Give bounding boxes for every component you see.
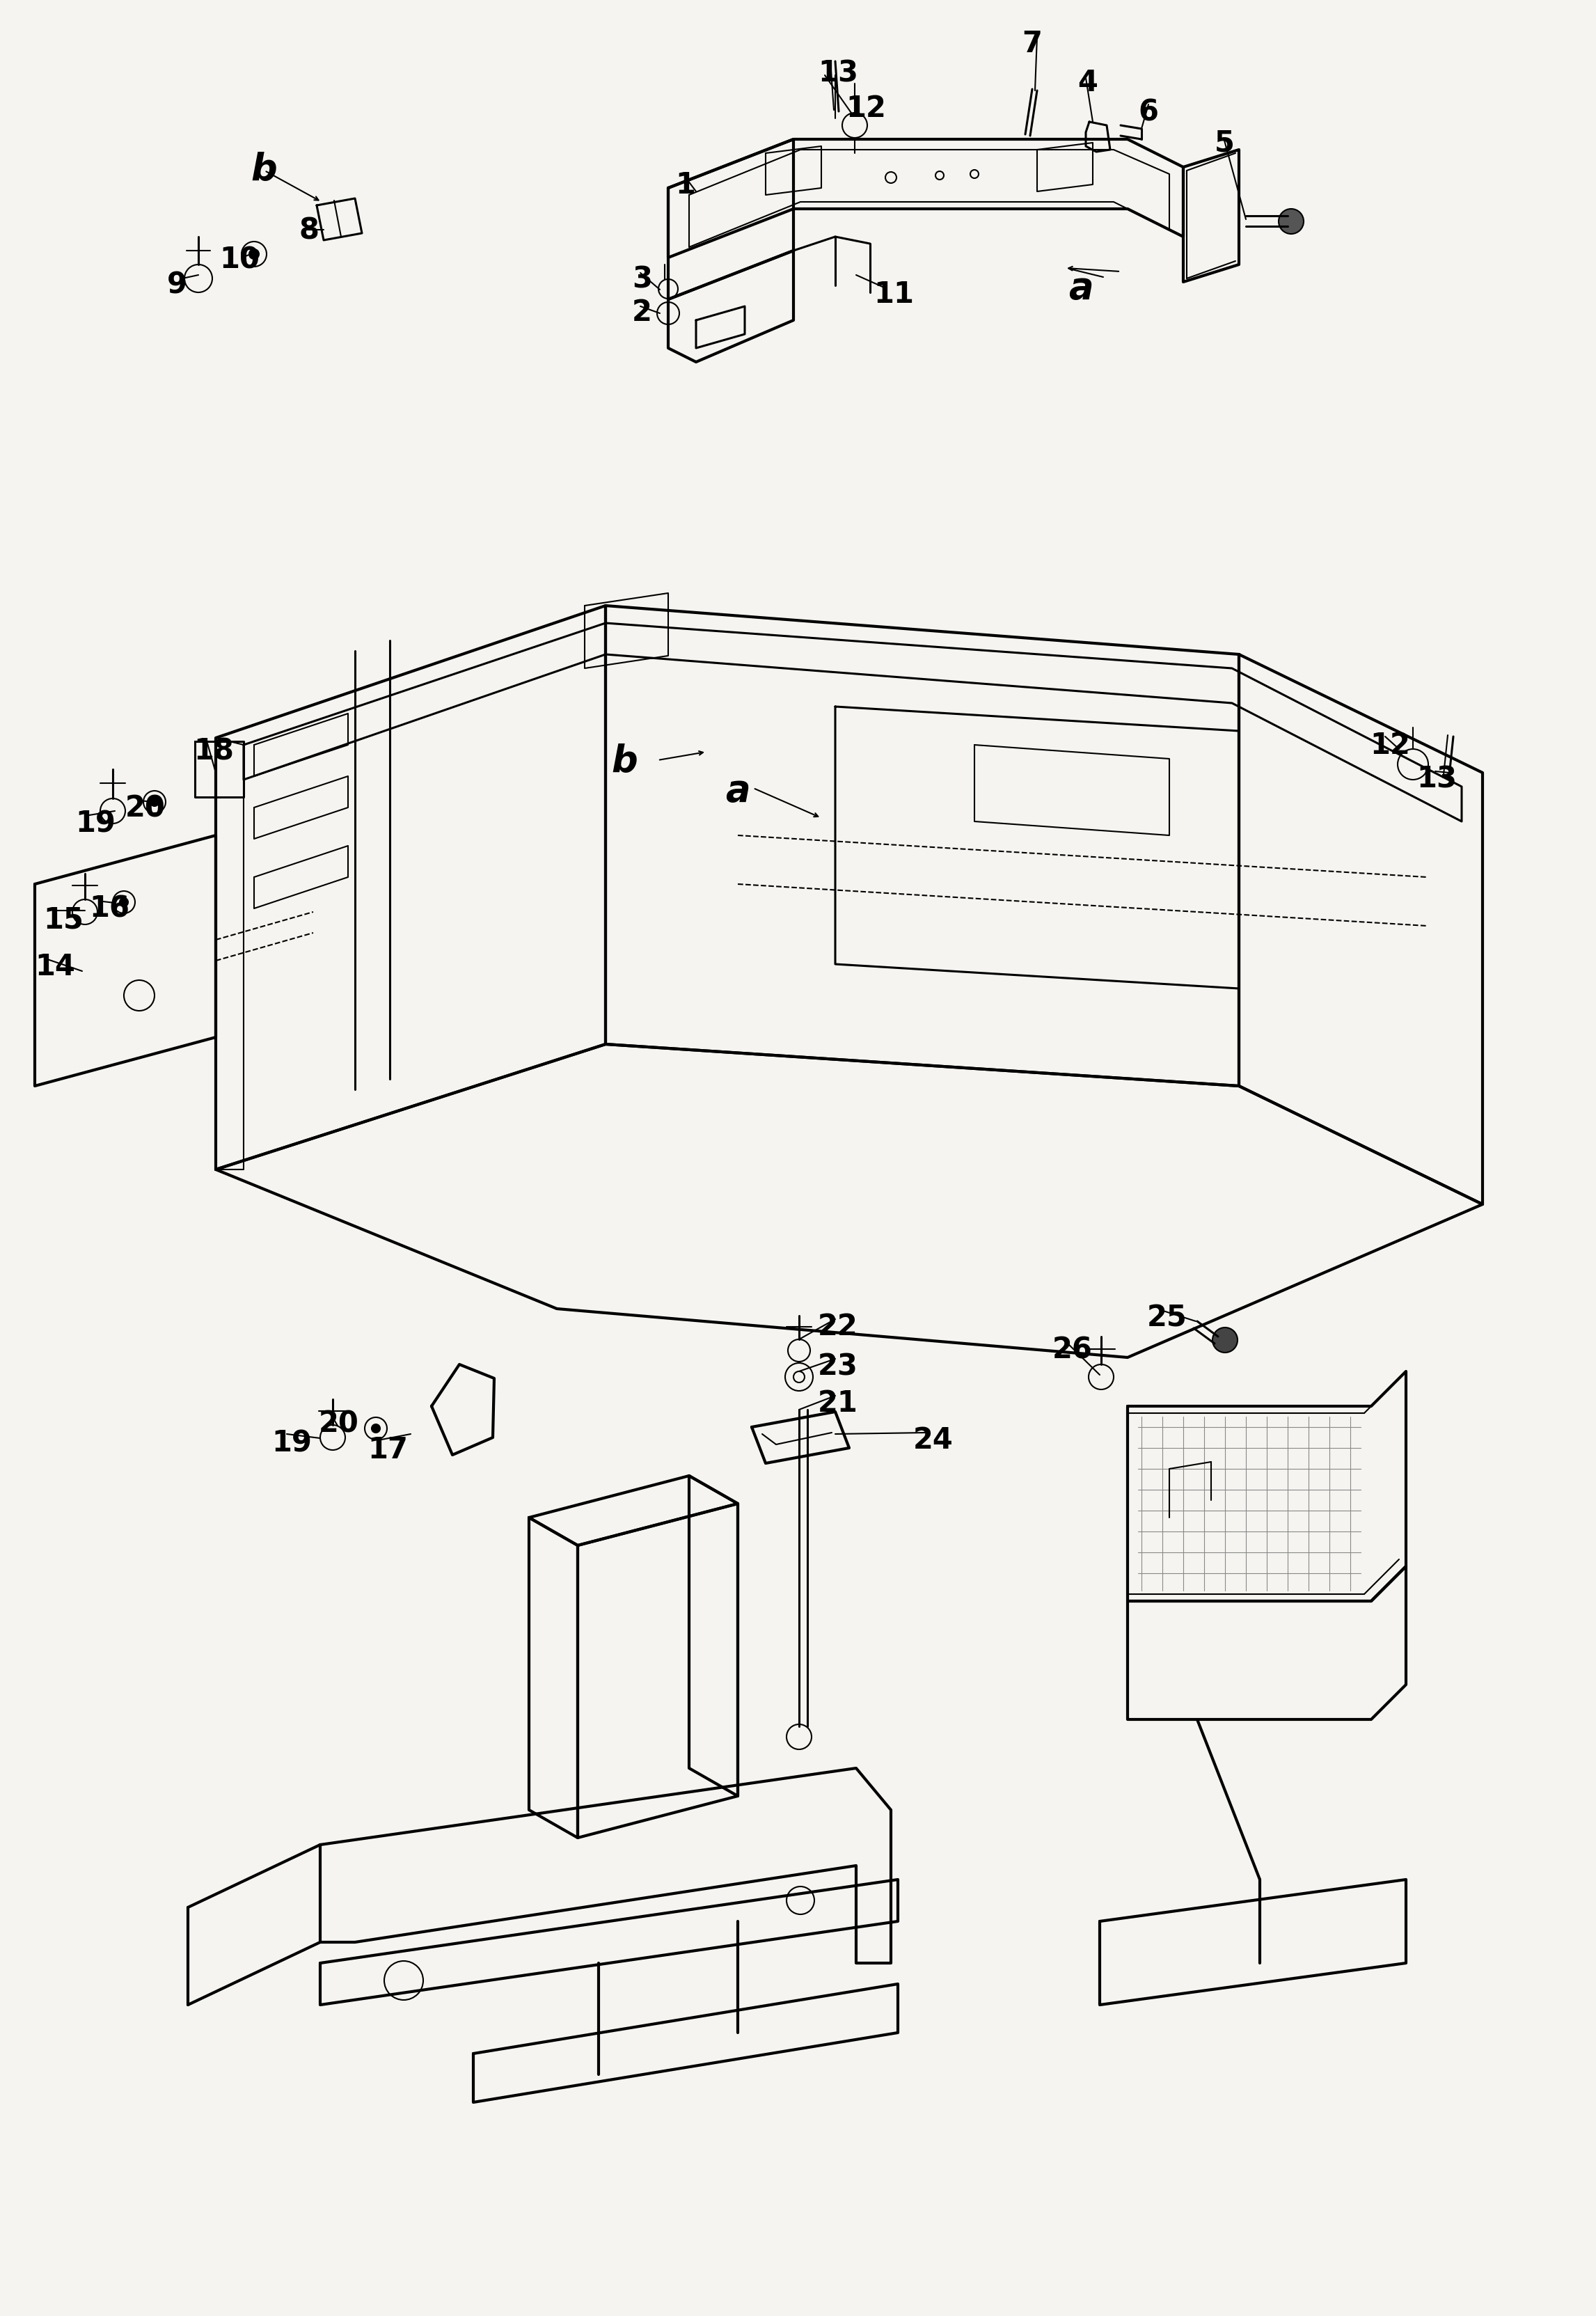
Text: 5: 5 (1215, 130, 1235, 157)
Circle shape (150, 797, 158, 806)
Circle shape (1213, 1327, 1237, 1353)
Text: 3: 3 (632, 264, 653, 294)
Text: 23: 23 (817, 1353, 859, 1380)
Text: 24: 24 (913, 1427, 953, 1454)
Text: b: b (611, 743, 637, 780)
Text: 19: 19 (75, 808, 115, 838)
Text: 15: 15 (43, 906, 83, 933)
Text: 12: 12 (846, 95, 886, 123)
Text: 1: 1 (675, 171, 696, 199)
Text: 25: 25 (1148, 1304, 1187, 1332)
Text: a: a (725, 774, 750, 808)
Text: b: b (251, 153, 276, 188)
Text: 20: 20 (124, 794, 166, 822)
Text: 18: 18 (193, 736, 235, 767)
Circle shape (120, 899, 128, 906)
Text: 2: 2 (632, 299, 653, 327)
Circle shape (1278, 208, 1304, 234)
Text: 7: 7 (1021, 30, 1042, 58)
Text: 8: 8 (300, 215, 319, 245)
Text: a: a (1068, 271, 1093, 306)
Text: 10: 10 (219, 245, 260, 273)
Text: 22: 22 (817, 1313, 859, 1341)
Text: 13: 13 (1416, 764, 1457, 794)
Text: 11: 11 (873, 280, 915, 308)
Text: 19: 19 (271, 1429, 311, 1457)
Text: 26: 26 (1052, 1334, 1093, 1364)
Text: 16: 16 (89, 894, 129, 924)
Text: 6: 6 (1138, 97, 1159, 127)
Circle shape (249, 250, 259, 259)
Text: 21: 21 (817, 1390, 859, 1417)
Circle shape (372, 1424, 380, 1434)
Text: 12: 12 (1369, 732, 1411, 760)
Text: 9: 9 (168, 271, 187, 299)
Text: 4: 4 (1077, 67, 1098, 97)
Text: 13: 13 (817, 60, 859, 88)
Text: 17: 17 (367, 1436, 409, 1464)
Text: 14: 14 (35, 952, 75, 982)
Text: 20: 20 (319, 1410, 359, 1438)
